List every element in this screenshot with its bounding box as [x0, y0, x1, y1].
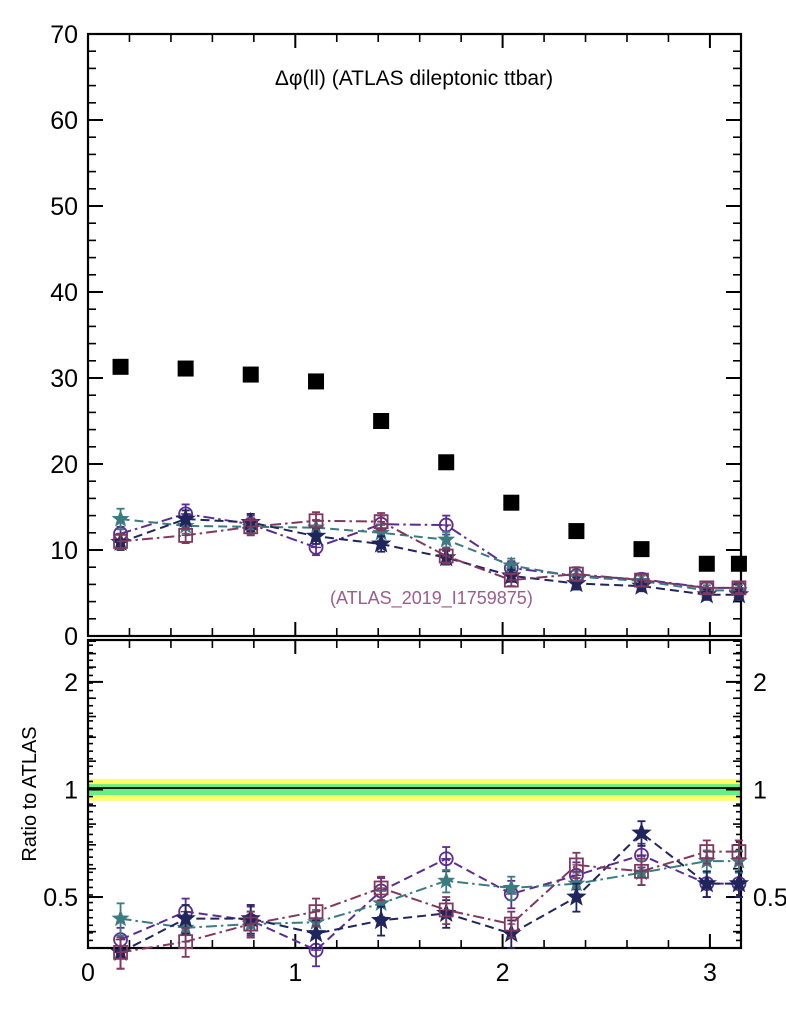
data-marker-open-square	[438, 902, 454, 918]
data-marker-open-square	[699, 580, 715, 596]
data-marker-square	[373, 413, 390, 429]
main-y-tick-label: 50	[50, 193, 78, 221]
data-marker-square	[503, 494, 520, 511]
data-marker-star	[437, 871, 456, 889]
data-marker-open-square	[308, 904, 324, 920]
data-marker-star	[111, 509, 130, 527]
main-y-tick-label: 30	[50, 365, 78, 393]
data-marker-open-square	[243, 916, 259, 932]
ratio-y-tick-label-left: 2	[64, 669, 78, 697]
data-marker-square	[177, 360, 194, 377]
ratio-panel-frame	[86, 638, 743, 950]
data-marker-open-square	[243, 519, 259, 535]
data-marker-circle	[438, 851, 454, 867]
data-marker-filled-star	[305, 922, 327, 943]
ratio-panel-series	[110, 820, 750, 970]
main-y-tick-label: 60	[50, 107, 78, 135]
ratio-panel: 0.5 1 2 0.5 1 2 Ratio to ATLAS 0 1 2 3	[19, 638, 786, 987]
ratio-y-tick-label-right: 1	[753, 776, 767, 804]
ratio-y-tick-labels-left: 0.5 1 2	[43, 669, 78, 912]
ratio-panel-ticks	[87, 640, 741, 949]
ratio-y-tick-label-right: 0.5	[753, 884, 786, 912]
data-marker-square	[112, 358, 129, 375]
data-marker-filled-star	[566, 886, 587, 906]
data-marker-filled-star	[175, 907, 196, 928]
ratio-axis-label: Ratio to ATLAS	[19, 726, 41, 861]
data-marker-filled-star	[370, 909, 392, 930]
main-y-tick-label: 40	[50, 279, 78, 307]
series-line-3	[120, 518, 739, 596]
data-marker-open-square	[503, 572, 519, 588]
data-marker-filled-star	[370, 533, 392, 553]
x-tick-label: 0	[81, 959, 95, 987]
data-marker-open-square	[373, 880, 389, 896]
x-tick-label: 2	[496, 959, 510, 987]
ratio-y-tick-label-right: 2	[753, 669, 767, 697]
data-marker-open-square	[438, 548, 454, 564]
data-marker-filled-star	[305, 525, 327, 545]
data-marker-filled-star	[696, 872, 717, 893]
main-y-tick-label: 10	[50, 537, 78, 565]
data-marker-square	[242, 366, 259, 383]
watermark-label: (ATLAS_2019_I1759875)	[330, 588, 533, 609]
ratio-y-tick-labels-right: 0.5 1 2	[753, 669, 786, 912]
main-panel-ticks	[87, 33, 741, 637]
data-marker-filled-star	[728, 872, 750, 893]
main-y-tick-label: 0	[64, 623, 78, 651]
ratio-band-inner	[89, 784, 740, 795]
data-marker-filled-star	[175, 508, 196, 528]
main-y-tick-labels: 0 10 20 30 40 50 60 70	[50, 21, 78, 651]
data-marker-open-square	[373, 514, 389, 530]
x-axis-tick-labels: 0 1 2 3	[81, 959, 717, 987]
data-marker-square	[568, 523, 585, 540]
data-marker-open-square	[308, 513, 324, 529]
data-marker-open-square	[503, 916, 519, 932]
data-marker-open-square	[569, 566, 584, 582]
x-tick-label: 3	[703, 959, 717, 987]
data-marker-open-square	[634, 863, 649, 879]
data-marker-open-square	[569, 857, 584, 873]
data-marker-open-square	[178, 527, 194, 543]
ratio-y-tick-label-left: 0.5	[43, 884, 78, 912]
data-marker-square	[438, 454, 455, 471]
data-marker-open-square	[634, 572, 649, 588]
data-marker-open-square	[113, 534, 128, 549]
plot-title: Δφ(ll) (ATLAS dileptonic ttbar)	[275, 67, 553, 90]
data-marker-square	[730, 555, 747, 572]
data-marker-open-square	[699, 844, 715, 860]
x-tick-label: 1	[288, 959, 302, 987]
main-panel-series	[110, 358, 750, 604]
main-panel: 0 10 20 30 40 50 60 70 Δφ(ll) (ATLAS dileptonic…	[50, 21, 750, 651]
data-marker-open-square	[113, 944, 128, 960]
main-y-tick-label: 70	[50, 21, 78, 49]
main-y-tick-label: 20	[50, 451, 78, 479]
data-marker-open-square	[731, 580, 747, 596]
main-panel-frame	[86, 32, 743, 638]
data-marker-square	[633, 541, 650, 558]
data-marker-star	[111, 909, 130, 927]
data-marker-filled-star	[631, 822, 652, 842]
ratio-y-tick-label-left: 1	[64, 776, 78, 804]
data-marker-star	[437, 530, 456, 548]
data-marker-square	[308, 373, 325, 390]
ratio-uncertainty-bands	[89, 778, 740, 801]
data-marker-open-square	[731, 844, 747, 860]
data-marker-square	[698, 555, 715, 572]
data-marker-open-square	[178, 934, 194, 950]
data-marker-star	[502, 878, 521, 896]
series-line-4	[120, 519, 739, 589]
